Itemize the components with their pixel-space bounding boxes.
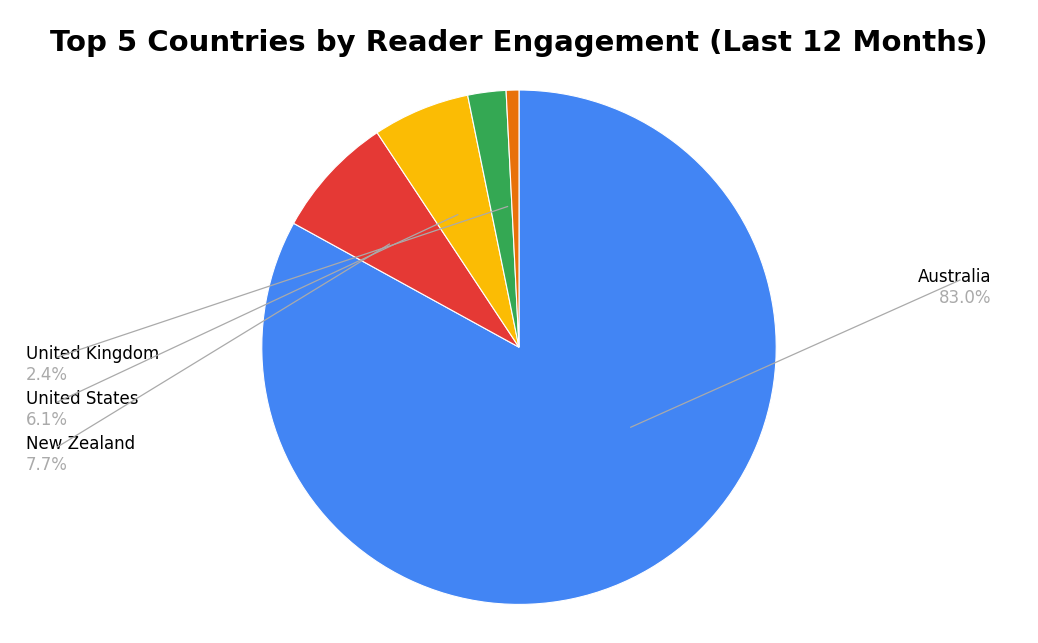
Text: 7.7%: 7.7%: [26, 456, 67, 474]
Text: United States: United States: [26, 390, 138, 408]
Text: 83.0%: 83.0%: [938, 289, 991, 307]
Text: Top 5 Countries by Reader Engagement (Last 12 Months): Top 5 Countries by Reader Engagement (La…: [50, 29, 988, 57]
Text: 2.4%: 2.4%: [26, 366, 67, 384]
Wedge shape: [294, 132, 519, 347]
Text: Australia: Australia: [918, 268, 991, 286]
Wedge shape: [377, 95, 519, 347]
Text: United Kingdom: United Kingdom: [26, 345, 159, 363]
Text: 6.1%: 6.1%: [26, 411, 67, 429]
Wedge shape: [507, 90, 519, 347]
Text: New Zealand: New Zealand: [26, 435, 135, 453]
Wedge shape: [262, 90, 776, 604]
Wedge shape: [468, 91, 519, 347]
